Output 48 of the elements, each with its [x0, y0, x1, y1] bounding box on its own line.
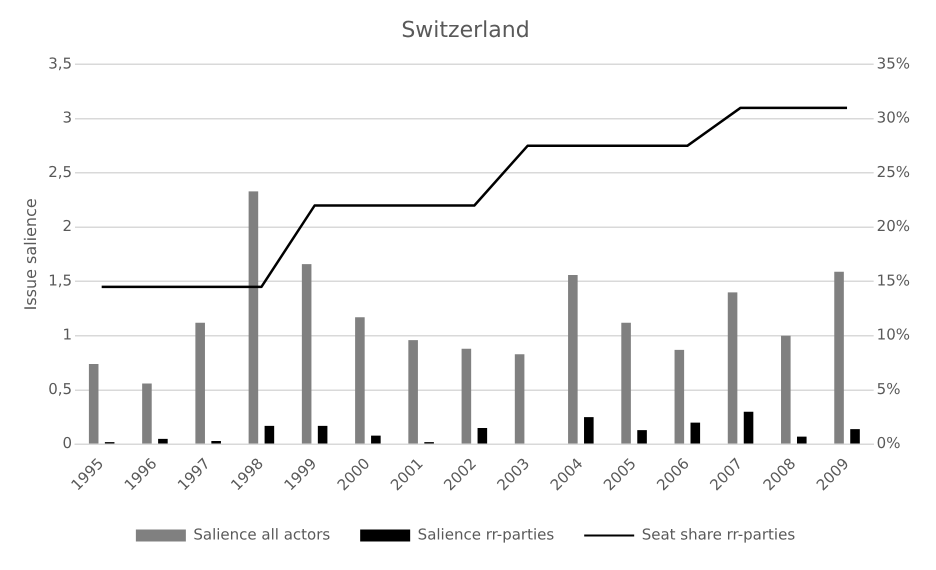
bar [318, 426, 328, 444]
legend-label: Seat share rr-parties [642, 525, 796, 544]
y-tick-label: 0 [62, 434, 72, 452]
legend-label: Salience rr-parties [418, 525, 554, 544]
bar [584, 417, 594, 444]
y2-tick-label: 25% [876, 162, 910, 181]
bar [302, 264, 312, 444]
bar [478, 428, 488, 444]
bar [728, 292, 738, 444]
y-tick-label: 1,5 [48, 271, 72, 290]
bar [637, 430, 647, 444]
bar [514, 354, 524, 444]
y-tick-label: 2 [62, 217, 72, 236]
y-tick-label: 2,5 [48, 162, 72, 181]
bar [834, 272, 844, 444]
bar [462, 348, 472, 444]
bar [796, 436, 807, 444]
y2-tick-label: 35% [876, 54, 910, 72]
bar [568, 274, 578, 444]
bar [744, 412, 754, 444]
bar [88, 364, 98, 444]
bar [781, 336, 791, 444]
bar [355, 317, 365, 444]
bar [264, 426, 274, 444]
bar [248, 191, 258, 444]
y-tick-label: 3 [62, 108, 72, 127]
y2-tick-label: 15% [876, 271, 910, 290]
y-tick-label: 1 [62, 326, 72, 344]
bar [195, 322, 205, 444]
bar [371, 436, 381, 444]
y-tick-label: 0,5 [48, 380, 72, 398]
bar [621, 322, 631, 444]
y2-tick-label: 30% [876, 108, 910, 127]
y-axis-title: Issue salience [20, 198, 40, 310]
bar [158, 438, 168, 444]
y-tick-label: 3,5 [48, 54, 72, 72]
y2-tick-label: 20% [876, 217, 910, 236]
bar [211, 441, 221, 444]
legend-label: Salience all actors [193, 525, 330, 544]
bar [142, 384, 152, 444]
bar [850, 429, 860, 444]
y2-tick-label: 0% [876, 434, 900, 452]
bar [674, 350, 684, 444]
chart-title: Switzerland [401, 18, 530, 43]
y2-tick-label: 10% [876, 326, 910, 344]
bar [690, 422, 700, 444]
y2-tick-label: 5% [876, 380, 900, 398]
bar [408, 340, 418, 444]
